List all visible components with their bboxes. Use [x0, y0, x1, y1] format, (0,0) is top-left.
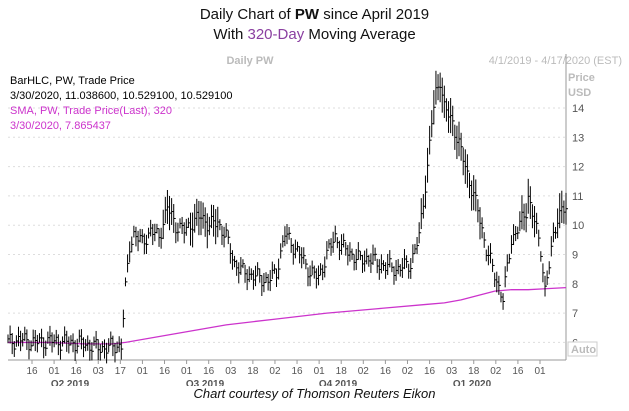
chart-caption: Chart courtesy of Thomson Reuters Eikon [193, 386, 436, 401]
chart-title-line-2: With 320-Day Moving Average [0, 26, 629, 43]
x-tick-label-6: 16 [159, 366, 171, 377]
x-tick-label-7: 01 [181, 366, 193, 377]
title-suffix: since April 2019 [319, 6, 430, 23]
x-tick-label-19: 03 [446, 366, 458, 377]
y-tick-label: 10 [572, 220, 584, 232]
x-group-label-0: Q2 2019 [51, 379, 90, 386]
subtitle-prefix: With [213, 26, 248, 43]
legend-entry-2: SMA, PW, Trade Price(Last), 320 [10, 105, 172, 117]
x-tick-label-16: 16 [380, 366, 392, 377]
auto-scale-box [567, 341, 598, 357]
x-tick-label-2: 16 [71, 366, 83, 377]
title-prefix: Daily Chart of [199, 6, 295, 23]
x-group-label-3: Q1 2020 [453, 379, 492, 386]
x-group-label-2: Q4 2019 [319, 379, 358, 386]
y-tick-label: 7 [572, 308, 578, 320]
auto-scale-label: Auto [571, 344, 596, 356]
x-tick-label-8: 16 [203, 366, 215, 377]
sma-320-line [8, 286, 567, 345]
x-tick-label-18: 16 [424, 366, 436, 377]
y-tick-label: 13 [572, 132, 584, 144]
panel-title: Daily PW [226, 55, 274, 67]
date-range: 4/1/2019 - 4/17/2020 (EST) [489, 55, 622, 67]
x-tick-label-1: 01 [49, 366, 61, 377]
x-tick-label-3: 03 [93, 366, 105, 377]
x-tick-label-10: 18 [247, 366, 259, 377]
y-tick-label: 11 [572, 191, 583, 203]
x-tick-label-20: 18 [468, 366, 480, 377]
y-tick-label: 12 [572, 162, 584, 174]
x-tick-label-5: 01 [137, 366, 149, 377]
x-tick-label-21: 02 [490, 366, 502, 377]
x-tick-label-12: 16 [291, 366, 303, 377]
x-tick-label-0: 16 [26, 366, 38, 377]
price-chart: 67891011121314Daily PW4/1/2019 - 4/17/20… [7, 54, 622, 386]
y-tick-label: 9 [572, 249, 578, 261]
subtitle-ma-label: 320-Day [247, 26, 305, 43]
legend-entry-0: BarHLC, PW, Trade Price [10, 75, 135, 87]
ohlc-bar-layer [7, 70, 568, 364]
chart-text-layer: 67891011121314Daily PW4/1/2019 - 4/17/20… [10, 55, 622, 386]
x-tick-label-11: 02 [269, 366, 281, 377]
title-ticker: PW [294, 6, 320, 23]
y-tick-label: 8 [572, 279, 578, 291]
subtitle-suffix: Moving Average [304, 26, 416, 43]
y-tick-label: 14 [572, 103, 584, 115]
x-tick-label-23: 01 [534, 366, 546, 377]
y-axis-label-usd: USD [568, 87, 591, 99]
legend-entry-3: 3/30/2020, 7.865437 [10, 120, 111, 132]
y-axis-label-price: Price [568, 72, 595, 84]
x-tick-label-4: 17 [115, 366, 127, 377]
x-tick-label-17: 02 [402, 366, 414, 377]
x-group-label-1: Q3 2019 [186, 379, 225, 386]
sma-layer [8, 286, 567, 345]
x-tick-label-9: 03 [225, 366, 237, 377]
chart-title-line-1: Daily Chart of PW since April 2019 [0, 6, 629, 23]
legend-entry-1: 3/30/2020, 11.038600, 10.529100, 10.5291… [10, 90, 232, 102]
x-tick-label-22: 16 [512, 366, 524, 377]
x-tick-label-13: 01 [314, 366, 326, 377]
x-tick-label-15: 02 [358, 366, 370, 377]
x-tick-label-14: 18 [336, 366, 348, 377]
